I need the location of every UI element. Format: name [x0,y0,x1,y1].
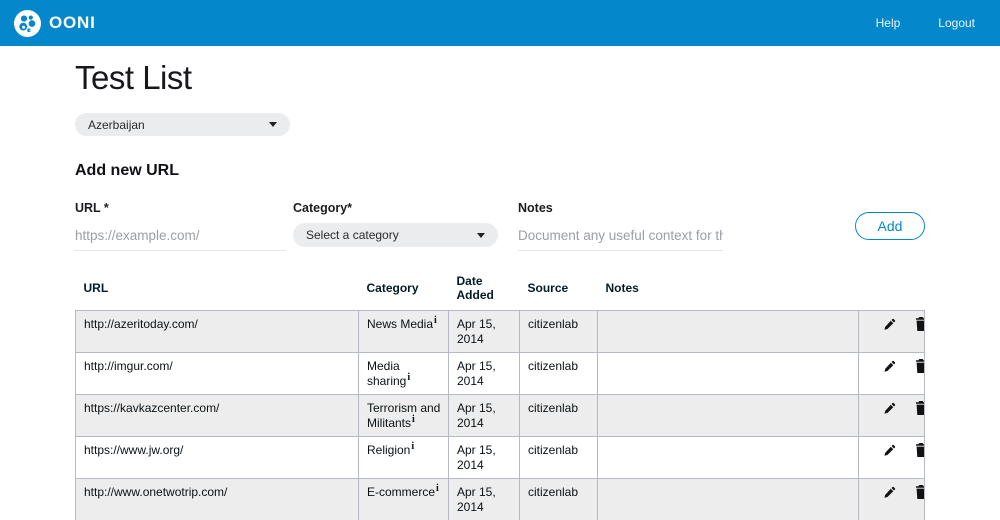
url-cell: https://kavkazcenter.com/ [75,394,359,437]
col-header-url: URL [83,281,109,295]
category-field-group: Category* Select a category [293,201,498,247]
notes-cell [597,310,859,353]
edit-icon[interactable] [883,318,896,335]
category-info-icon[interactable]: i [436,483,439,494]
url-cell: http://imgur.com/ [75,352,359,395]
notes-input[interactable] [518,223,723,251]
add-url-heading: Add new URL [75,162,179,179]
actions-cell [858,394,925,437]
delete-icon[interactable] [915,359,924,377]
url-cell: http://azeritoday.com/ [75,310,359,353]
delete-icon[interactable] [915,443,924,461]
table-row: http://imgur.com/ Media sharingi Apr 15,… [75,352,925,395]
brand-name: OONI [49,13,96,32]
ooni-brand[interactable]: OONI [14,9,96,37]
category-info-icon[interactable]: i [412,414,415,425]
notes-label: Notes [518,201,553,215]
logout-link[interactable]: Logout [938,16,975,30]
category-cell: News Mediai [358,310,449,353]
url-table: URL Category Date Added Source Notes htt… [75,274,925,520]
delete-icon[interactable] [915,485,924,503]
date-added-cell: Apr 15, 2014 [448,394,520,437]
date-added-cell: Apr 15, 2014 [448,436,520,479]
edit-icon[interactable] [883,444,896,461]
date-added-cell: Apr 15, 2014 [448,310,520,353]
table-row: https://kavkazcenter.com/ Terrorism and … [75,394,925,437]
actions-cell [858,352,925,395]
delete-icon[interactable] [915,317,924,335]
category-select[interactable]: Select a category [293,223,498,247]
notes-cell [597,436,859,479]
source-cell: citizenlab [519,394,598,437]
page-title: Test List [75,59,192,96]
url-input[interactable] [75,223,285,251]
url-field-group: URL * [75,201,285,251]
date-added-cell: Apr 15, 2014 [448,478,520,520]
col-header-actions [859,274,925,311]
url-cell: https://www.jw.org/ [75,436,359,479]
edit-icon[interactable] [883,486,896,503]
source-cell: citizenlab [519,352,598,395]
table-row: http://www.onetwotrip.com/ E-commercei A… [75,478,925,520]
edit-icon[interactable] [883,360,896,377]
col-header-category: Category [366,281,419,295]
source-cell: citizenlab [519,310,598,353]
actions-cell [858,436,925,479]
category-cell: E-commercei [358,478,449,520]
category-cell: Media sharingi [358,352,449,395]
category-cell: Terrorism and Militantsi [358,394,449,437]
help-link[interactable]: Help [875,16,901,30]
category-info-icon[interactable]: i [411,441,415,452]
table-row: http://azeritoday.com/ News Mediai Apr 1… [75,310,925,353]
category-info-icon[interactable]: i [434,315,437,326]
col-header-source: Source [527,281,569,295]
category-cell: Religioni [358,436,449,479]
notes-cell [597,352,859,395]
notes-field-group: Notes [518,201,723,251]
notes-cell [597,394,859,437]
ooni-logo-icon [14,9,41,37]
category-select-value: Select a category [306,228,399,242]
delete-icon[interactable] [915,401,924,419]
notes-cell [597,478,859,520]
url-table-header: URL Category Date Added Source Notes [76,274,925,311]
category-info-icon[interactable]: i [407,372,411,383]
col-header-date-added: Date Added [456,274,494,302]
country-select[interactable]: Azerbaijan [75,113,290,136]
source-cell: citizenlab [519,478,598,520]
country-select-value: Azerbaijan [88,117,145,132]
url-label: URL * [75,201,109,215]
actions-cell [858,478,925,520]
add-button[interactable]: Add [855,212,925,240]
chevron-down-icon [269,122,277,127]
source-cell: citizenlab [519,436,598,479]
chevron-down-icon [477,232,485,238]
header-nav: Help Logout [876,16,975,30]
actions-cell [858,310,925,353]
url-table-body: http://azeritoday.com/ News Mediai Apr 1… [75,310,925,520]
main-content: Test List Azerbaijan Add new URL URL * C… [0,59,1000,520]
category-label: Category* [293,201,353,215]
table-row: https://www.jw.org/ Religioni Apr 15, 20… [75,436,925,479]
add-url-form: URL * Category* Select a category Notes … [75,201,925,251]
url-cell: http://www.onetwotrip.com/ [75,478,359,520]
edit-icon[interactable] [883,402,896,419]
date-added-cell: Apr 15, 2014 [448,352,520,395]
col-header-notes: Notes [605,281,639,295]
top-navigation-bar: OONI Help Logout [0,0,1000,46]
